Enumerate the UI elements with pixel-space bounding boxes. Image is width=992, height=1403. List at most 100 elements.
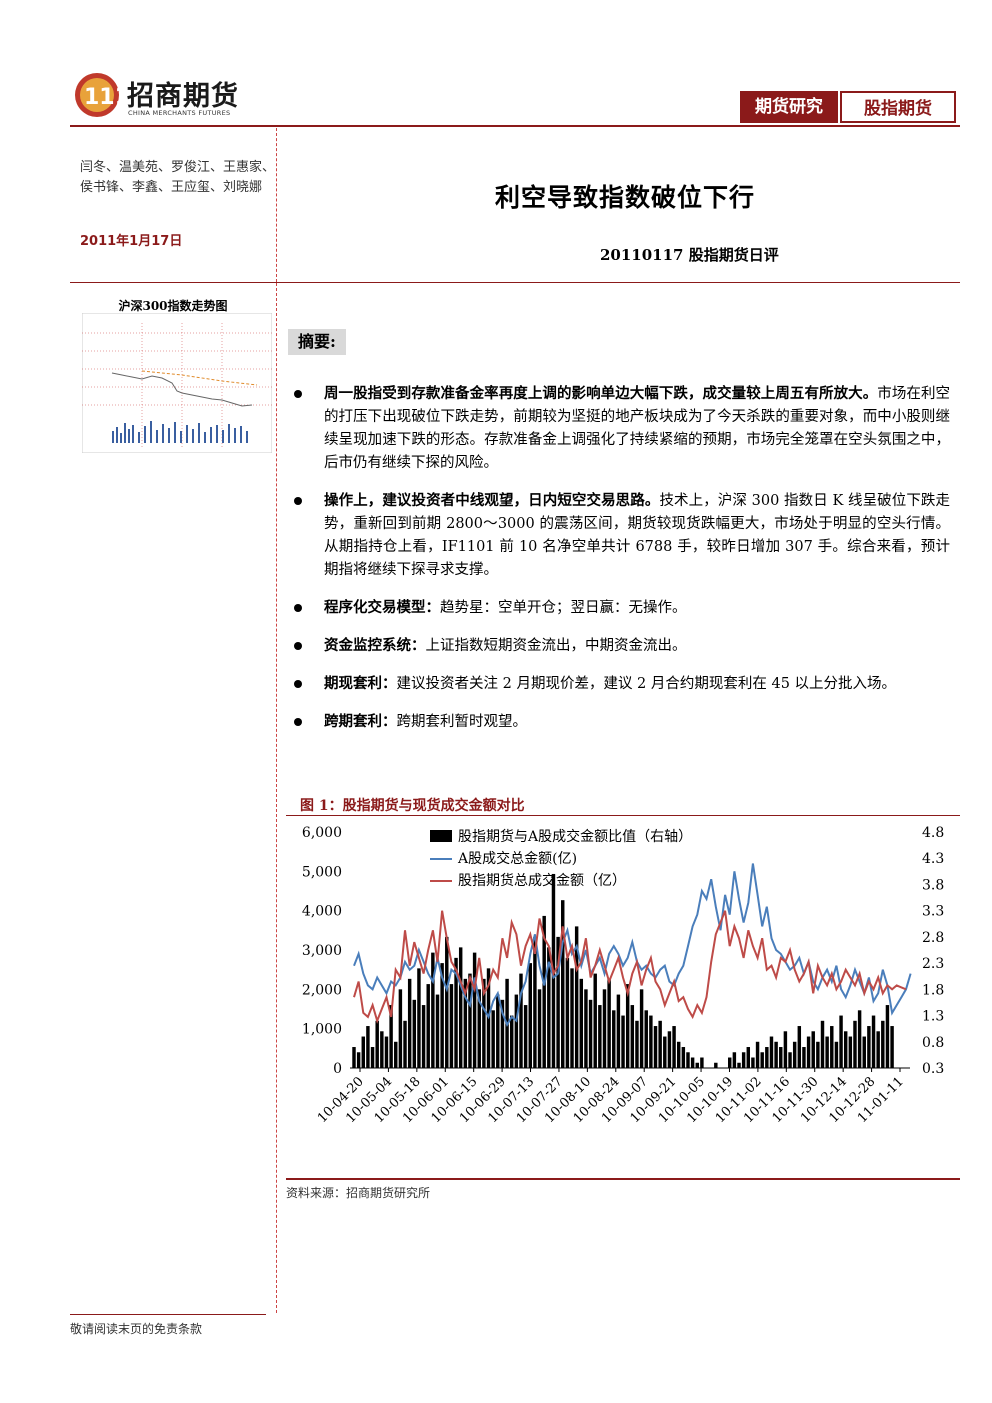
ratio-bar bbox=[523, 1005, 528, 1068]
header-divider bbox=[70, 125, 960, 127]
ratio-bar bbox=[598, 1005, 602, 1068]
ratio-bar bbox=[681, 1047, 686, 1068]
ratio-bar bbox=[658, 1020, 662, 1068]
ratio-bar bbox=[472, 952, 477, 1068]
bullet-lead: 周一股指受到存款准备金率再度上调的影响单边大幅下跌，成交量较上周五有所放大。 bbox=[324, 385, 878, 402]
logo-subtext: CHINA MERCHANTS FUTURES bbox=[128, 109, 231, 117]
y-tick-label-right: 0.3 bbox=[922, 1061, 944, 1077]
ratio-bar bbox=[584, 989, 588, 1068]
ratio-bar bbox=[862, 1036, 866, 1068]
ratio-bar bbox=[533, 936, 537, 1068]
ratio-bar bbox=[797, 1026, 802, 1068]
ratio-bar bbox=[853, 1020, 857, 1068]
ratio-bar bbox=[741, 1052, 746, 1068]
ratio-bar bbox=[449, 984, 454, 1068]
ratio-bar bbox=[839, 1015, 843, 1068]
y-tick-label-left: 6,000 bbox=[302, 825, 342, 841]
ratio-bar bbox=[834, 1041, 839, 1068]
ratio-bar bbox=[542, 915, 546, 1068]
ratio-bar bbox=[714, 1062, 718, 1068]
y-tick-label-right: 1.8 bbox=[922, 982, 944, 998]
figure-source: 资料来源：招商期货研究所 bbox=[286, 1186, 431, 1200]
ratio-bar bbox=[468, 973, 472, 1068]
ratio-bar bbox=[375, 1020, 379, 1068]
ratio-bar bbox=[356, 1052, 361, 1068]
footer-divider bbox=[70, 1314, 266, 1315]
tab-research[interactable]: 期货研究 bbox=[740, 91, 838, 123]
ratio-bar bbox=[370, 1047, 375, 1068]
ratio-bar bbox=[779, 1047, 783, 1068]
ratio-bar bbox=[570, 968, 574, 1068]
legend-entry: 股指期货与A股成交金额比值（右轴） bbox=[458, 828, 692, 845]
bullet-text: 趋势星：空单开仓；翌日赢：无操作。 bbox=[440, 600, 687, 616]
ratio-bar bbox=[667, 1031, 672, 1068]
ratio-bar bbox=[765, 1047, 769, 1068]
sidebar-divider bbox=[276, 128, 277, 282]
thumb-caption: 沪深300指数走势图 bbox=[118, 299, 228, 313]
bullet-lead: 程序化交易模型： bbox=[324, 599, 440, 616]
turnover-chart: 0 1,000 2,000 3,000 4,000 5,000 6,000 0.3 0.8 1.3… bbox=[302, 825, 944, 1126]
ratio-bar bbox=[802, 1047, 806, 1068]
ratio-bar bbox=[528, 963, 532, 1068]
bullet-icon bbox=[294, 718, 302, 726]
page-title: 利空导致指数破位下行 bbox=[494, 183, 755, 212]
ratio-bar bbox=[579, 978, 584, 1068]
bullet-lead: 跨期套利： bbox=[324, 713, 397, 730]
ratio-bar bbox=[811, 1031, 815, 1068]
y-tick-label-left: 3,000 bbox=[302, 943, 342, 959]
logo-text: 招商期货 bbox=[127, 81, 239, 112]
ratio-bar bbox=[755, 1041, 760, 1068]
bullet-icon bbox=[294, 604, 302, 612]
ratio-bar bbox=[519, 973, 523, 1068]
ratio-bar bbox=[384, 1036, 389, 1068]
index-thumbnail-chart bbox=[82, 313, 272, 453]
ratio-bar bbox=[843, 1031, 848, 1068]
ratio-bar bbox=[690, 1057, 695, 1068]
list-item: 程序化交易模型：趋势星：空单开仓；翌日赢：无操作。 bbox=[290, 596, 950, 620]
ratio-bar bbox=[885, 1005, 890, 1068]
ratio-bar bbox=[435, 994, 440, 1068]
ratio-bar bbox=[602, 989, 607, 1068]
ratio-bar bbox=[491, 1010, 495, 1068]
bullet-icon bbox=[294, 642, 302, 650]
y-tick-label-right: 1.3 bbox=[922, 1009, 944, 1025]
legend-entry: A股成交总金额(亿) bbox=[457, 850, 577, 867]
ratio-bar bbox=[630, 1005, 635, 1068]
ratio-bar bbox=[514, 994, 519, 1068]
ratio-bar bbox=[774, 1041, 778, 1068]
ratio-bar bbox=[746, 1047, 751, 1068]
ratio-bar bbox=[380, 1031, 384, 1068]
ratio-bar bbox=[857, 1010, 862, 1068]
ratio-bar bbox=[625, 984, 630, 1068]
ratio-bar bbox=[816, 1041, 820, 1068]
bullet-text: 建议投资者关注 2 月期现价差，建议 2 月合约期现套利在 45 以上分批入场。 bbox=[396, 676, 897, 692]
ratio-bar bbox=[751, 1057, 755, 1068]
ratio-bar bbox=[500, 999, 505, 1068]
ratio-bar bbox=[695, 1062, 699, 1068]
ratio-bar bbox=[769, 1036, 774, 1068]
ratio-bar bbox=[676, 1041, 681, 1068]
y-tick-label-left: 1,000 bbox=[302, 1022, 342, 1038]
y-tick-label-right: 2.8 bbox=[922, 930, 944, 946]
ratio-bar bbox=[612, 1010, 616, 1068]
ratio-bar bbox=[830, 1026, 834, 1068]
bullet-text: 上证指数短期资金流出，中期资金流出。 bbox=[425, 638, 687, 654]
ratio-bar bbox=[366, 1026, 370, 1068]
list-item: 操作上，建议投资者中线观望，日内短空交易思路。技术上，沪深 300 指数日 K … bbox=[290, 489, 950, 582]
bullet-icon bbox=[294, 390, 302, 398]
ratio-bar bbox=[593, 973, 597, 1068]
a-share-line bbox=[353, 863, 912, 1027]
tab-category[interactable]: 股指期货 bbox=[840, 91, 956, 123]
list-item: 周一股指受到存款准备金率再度上调的影响单边大幅下跌，成交量较上周五有所放大。市场… bbox=[290, 382, 950, 475]
bullet-text: 市场在利空的打压下出现破位下跌走势，前期较为坚挺的地产板块成为了今天杀跌的重要对… bbox=[324, 386, 951, 471]
ratio-bar bbox=[454, 957, 458, 1068]
ratio-bar bbox=[509, 1015, 514, 1068]
ratio-bar bbox=[686, 1052, 690, 1068]
bullet-text: 技术上，沪深 300 指数日 K 线呈破位下跌走势，重新回到前期 2800～30… bbox=[324, 493, 951, 578]
ratio-bar bbox=[588, 999, 593, 1068]
ratio-bar bbox=[561, 900, 565, 1068]
ratio-bar bbox=[644, 1010, 648, 1068]
sidebar-divider bbox=[276, 283, 277, 1313]
company-logo-icon: 111 bbox=[75, 73, 130, 117]
y-tick-label-left: 0 bbox=[333, 1061, 342, 1077]
